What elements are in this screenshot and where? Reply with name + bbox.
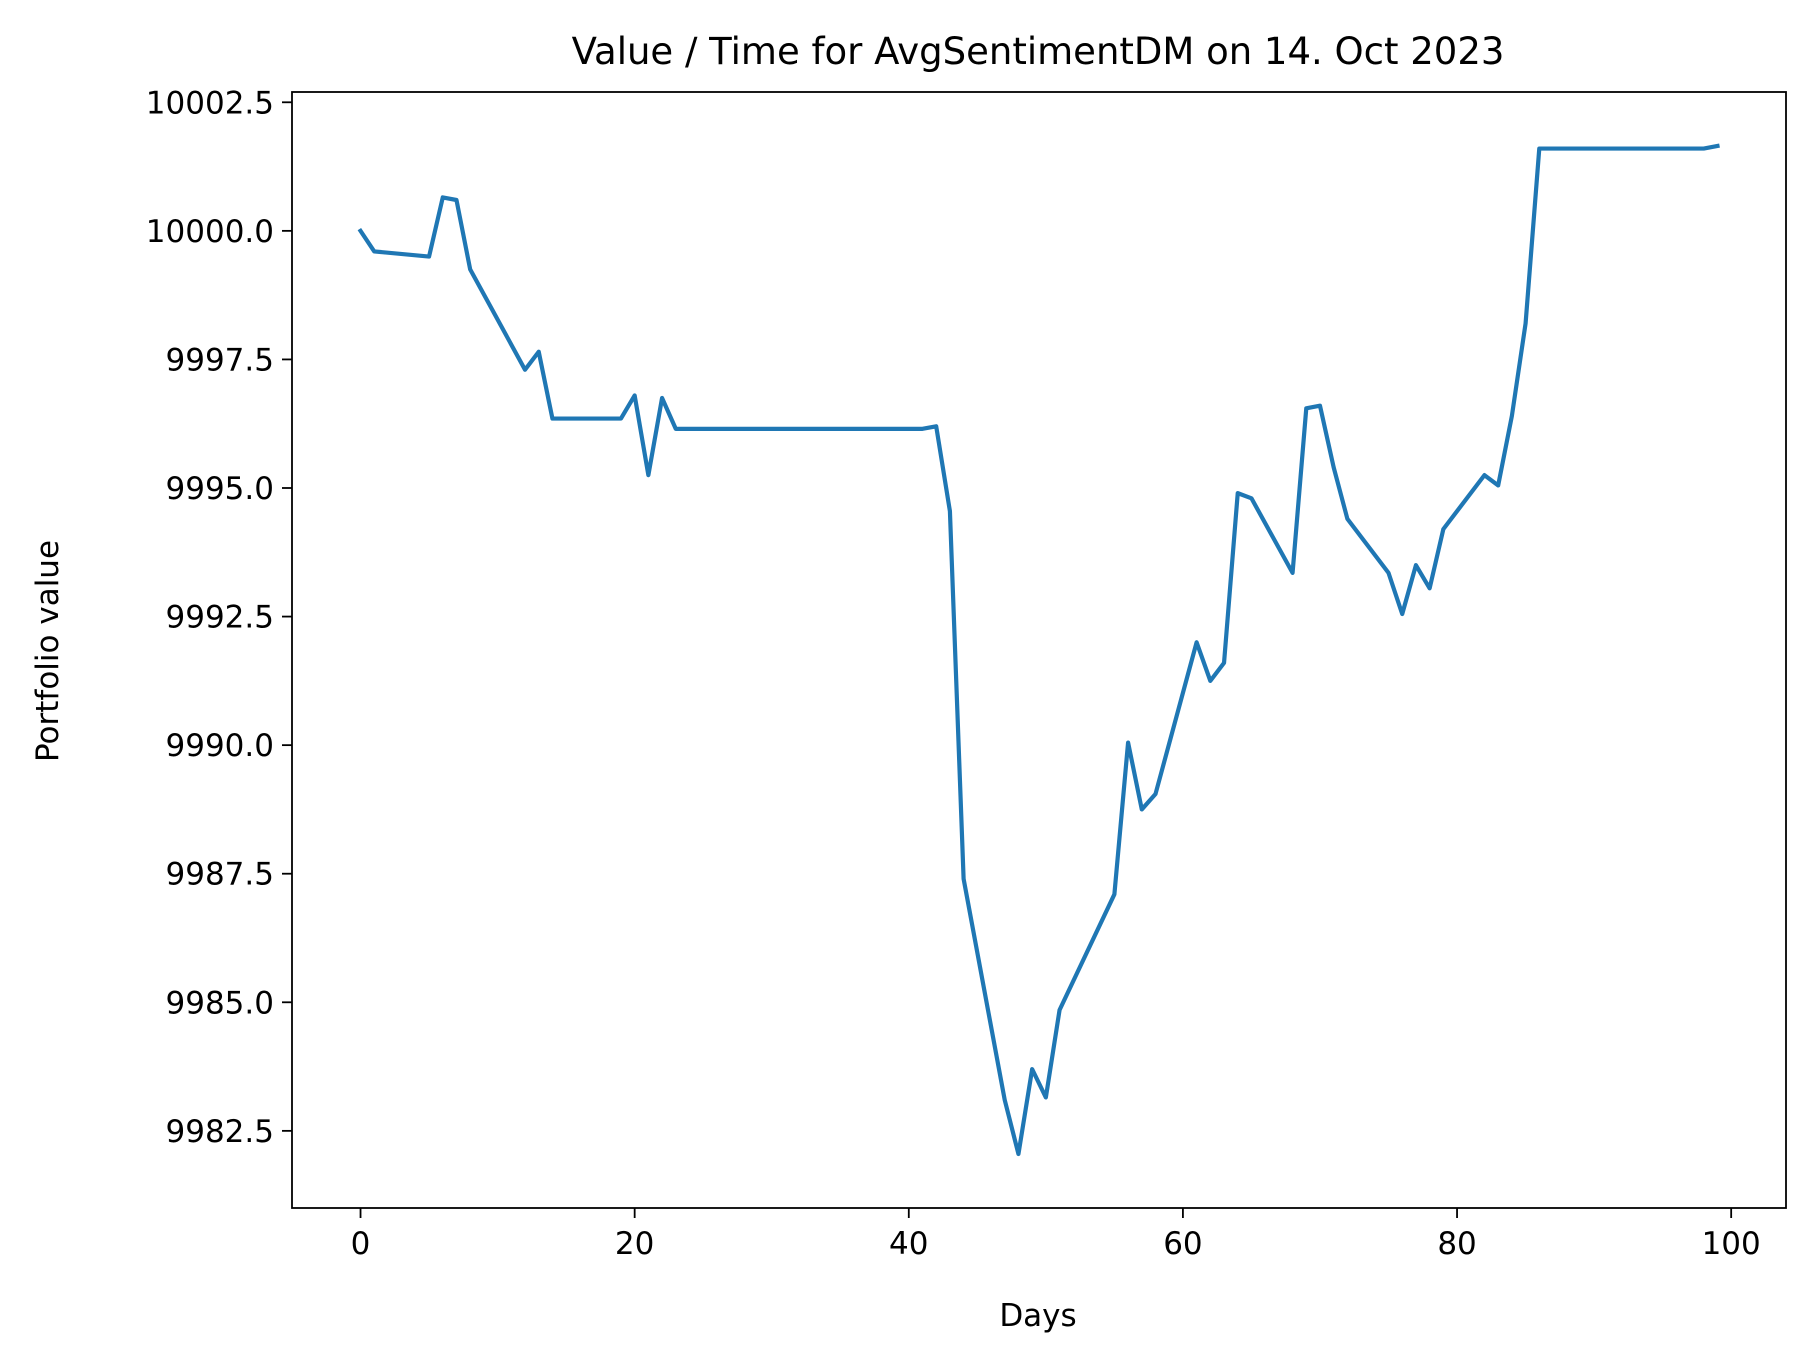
y-tick-label: 9982.5 xyxy=(166,1114,274,1150)
x-axis-ticks: 0 20 40 60 80 100 xyxy=(351,1208,1761,1262)
x-axis-label: Days xyxy=(999,1298,1076,1334)
y-tick-label: 10002.5 xyxy=(146,85,274,121)
x-tick-label: 60 xyxy=(1163,1226,1202,1262)
x-tick-label: 0 xyxy=(351,1226,371,1262)
portfolio-value-line xyxy=(357,143,1720,1157)
x-tick-label: 40 xyxy=(889,1226,928,1262)
y-tick-label: 9990.0 xyxy=(166,728,274,764)
y-tick-label: 9995.0 xyxy=(166,471,274,507)
y-axis-ticks: 9982.5 9985.0 9987.5 9990.0 9992.5 9995.0 9997… xyxy=(146,85,292,1150)
x-tick-label: 100 xyxy=(1702,1226,1761,1262)
y-tick-label: 9985.0 xyxy=(166,985,274,1021)
y-tick-label: 9997.5 xyxy=(166,342,274,378)
y-tick-label: 10000.0 xyxy=(146,214,274,250)
x-tick-label: 80 xyxy=(1437,1226,1476,1262)
chart-title: Value / Time for AvgSentimentDM on 14. O… xyxy=(572,30,1505,73)
plot-area-frame xyxy=(291,91,1787,1209)
y-axis-label: Portfolio value xyxy=(30,540,66,762)
y-tick-label: 9992.5 xyxy=(166,600,274,636)
y-tick-label: 9987.5 xyxy=(166,857,274,893)
x-tick-label: 20 xyxy=(615,1226,654,1262)
